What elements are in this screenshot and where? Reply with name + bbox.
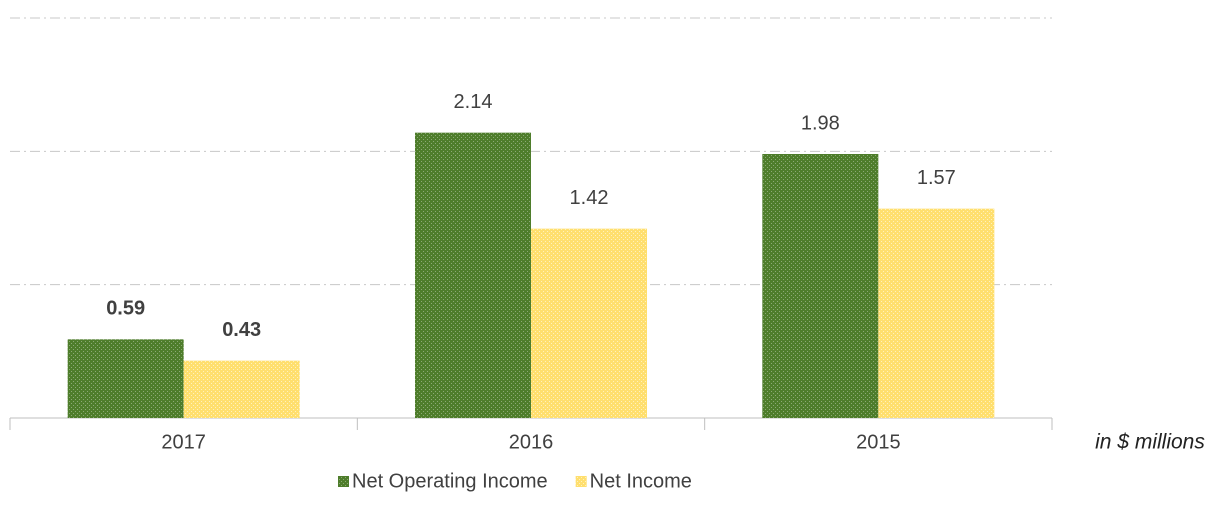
legend-label: Net Operating Income (352, 470, 548, 492)
bar (531, 228, 647, 418)
bar (762, 154, 879, 418)
data-label: 0.43 (222, 319, 261, 341)
unit-annotation: in $ millions (1095, 431, 1205, 454)
data-label: 1.98 (801, 112, 840, 134)
data-label: 1.57 (917, 167, 956, 189)
x-tick-label: 2016 (509, 431, 554, 453)
bar (878, 208, 995, 418)
x-tick-label: 2015 (856, 431, 901, 453)
bar (183, 360, 300, 418)
legend-label: Net Income (590, 470, 692, 492)
legend: Net Operating Income Net Income (338, 470, 692, 492)
data-label: 1.42 (570, 187, 609, 209)
x-tick-label: 2017 (161, 431, 206, 453)
data-label: 0.59 (106, 298, 145, 320)
bar (67, 339, 184, 418)
bar (415, 132, 531, 418)
data-label: 2.14 (454, 91, 493, 113)
legend-swatch (338, 476, 349, 487)
legend-swatch (575, 476, 587, 487)
